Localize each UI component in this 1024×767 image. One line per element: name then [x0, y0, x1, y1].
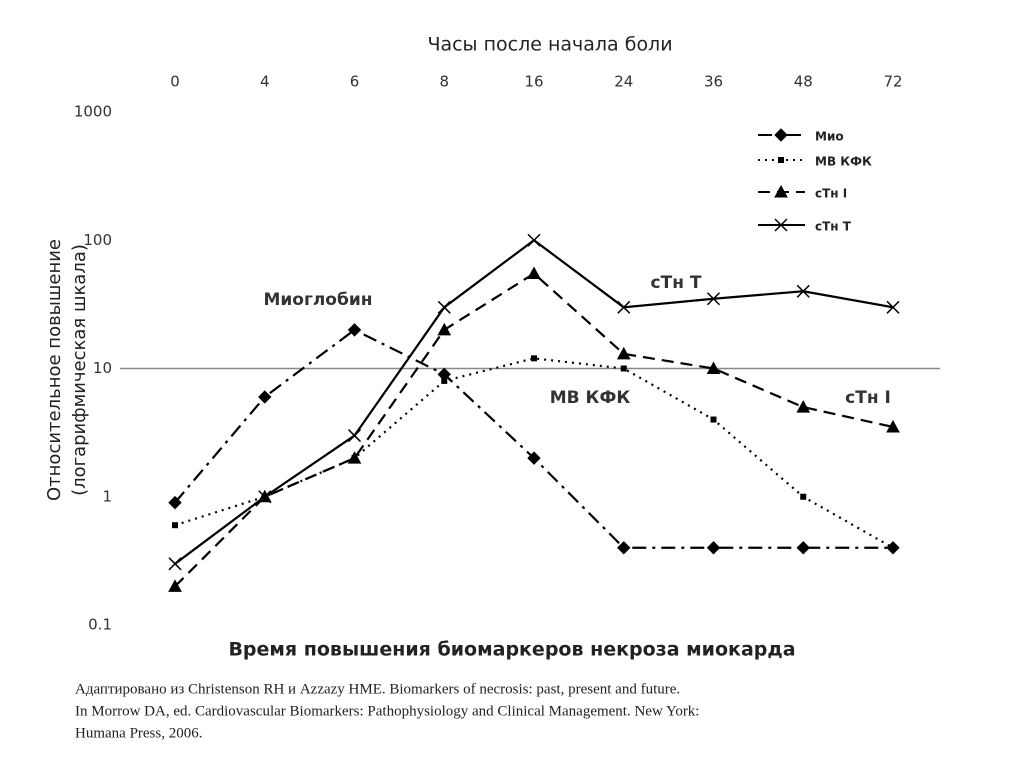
annotation: Миоглобин	[263, 290, 372, 310]
data-point	[796, 541, 810, 555]
legend-marker	[774, 128, 788, 142]
data-point	[617, 300, 631, 314]
data-point	[800, 493, 807, 500]
data-point	[437, 322, 452, 336]
source-line: Humana Press, 2006.	[75, 725, 203, 741]
series-line	[174, 272, 894, 588]
data-point	[527, 266, 541, 280]
y-tick-label: 1	[102, 487, 112, 505]
data-point	[441, 377, 448, 384]
data-point	[437, 300, 451, 314]
data-point	[168, 579, 182, 592]
annotation: cTн T	[651, 273, 702, 293]
data-point	[347, 429, 362, 443]
data-point	[258, 390, 272, 404]
data-point	[168, 495, 182, 510]
data-point	[347, 451, 362, 464]
data-point	[527, 451, 541, 465]
y-axis-title: (логарифмическая шкала)	[69, 244, 90, 496]
data-point	[531, 355, 537, 362]
data-point	[710, 416, 717, 423]
x-axis-title: Часы после начала боли	[427, 34, 672, 56]
data-point	[347, 323, 362, 337]
x-tick-label: 48	[794, 73, 813, 91]
data-point	[886, 419, 900, 433]
x-tick-label: 8	[439, 73, 449, 91]
data-point	[620, 365, 627, 372]
y-tick-label: 100	[83, 231, 112, 249]
chart-title: Время повышения биомаркеров некроза миок…	[228, 639, 795, 661]
data-point	[886, 300, 900, 314]
legend-label: Мио	[815, 130, 844, 144]
data-point	[796, 400, 811, 413]
x-tick-label: 6	[350, 73, 360, 91]
data-point	[706, 292, 721, 306]
series-line	[174, 328, 893, 549]
legend-marker	[778, 157, 784, 163]
data-point	[890, 544, 896, 551]
data-point	[617, 541, 631, 555]
data-point	[706, 541, 721, 555]
annotation: MB КФК	[550, 388, 631, 408]
annotation: cTн I	[845, 388, 891, 408]
x-tick-label: 72	[883, 73, 902, 91]
source-line: In Morrow DA, ed. Cardiovascular Biomark…	[75, 703, 699, 719]
x-tick-label: 24	[614, 73, 633, 91]
data-point	[258, 490, 272, 504]
x-tick-label: 0	[170, 73, 180, 91]
legend-label: cTн I	[815, 187, 847, 201]
y-tick-label: 10	[93, 359, 112, 377]
data-point	[172, 522, 178, 529]
source-line: Адаптировано из Christenson RH и Azzazy …	[75, 681, 680, 697]
x-tick-label: 36	[704, 73, 723, 91]
legend-label: cTн T	[815, 220, 852, 234]
series-line	[174, 238, 894, 565]
y-tick-label: 0.1	[88, 616, 112, 634]
x-tick-label: 4	[260, 73, 270, 91]
y-axis-title: Относительное повышение	[44, 239, 65, 501]
legend-label: MB КФК	[815, 155, 872, 169]
y-tick-label: 1000	[74, 103, 112, 121]
data-point	[706, 361, 721, 374]
legend-marker	[774, 218, 788, 232]
data-point	[527, 233, 541, 247]
plot-area	[119, 104, 941, 631]
data-point	[796, 284, 810, 298]
legend-marker	[774, 184, 788, 198]
x-tick-label: 16	[524, 73, 543, 91]
data-point	[616, 346, 631, 360]
data-point	[168, 557, 182, 571]
